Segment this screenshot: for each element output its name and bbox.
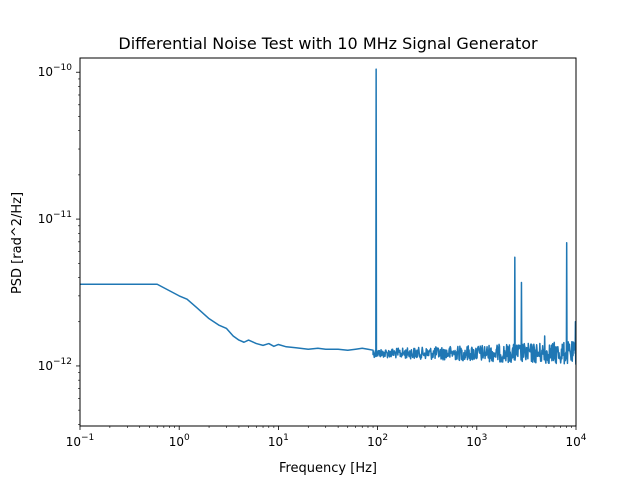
- x-tick-label: 103: [466, 433, 487, 449]
- plot-frame: [79, 57, 577, 427]
- y-tick-label: 10−12: [38, 357, 72, 373]
- x-tick-label: 10−1: [66, 433, 95, 449]
- x-tick-label: 102: [367, 433, 388, 449]
- x-tick-label: 104: [565, 433, 586, 449]
- x-axis-label: Frequency [Hz]: [279, 461, 377, 476]
- x-tick-label: 100: [169, 433, 190, 449]
- y-tick-label: 10−11: [38, 210, 72, 226]
- psd-series-line: [80, 68, 576, 365]
- plot-area: 10−1 100 101 102 103 104 10−12 10−11 10−10: [38, 57, 587, 449]
- y-axis-label: PSD [rad^2/Hz]: [10, 192, 25, 294]
- chart-title: Differential Noise Test with 10 MHz Sign…: [118, 34, 538, 53]
- y-tick-label: 10−10: [38, 63, 73, 79]
- x-tick-label: 101: [268, 433, 289, 449]
